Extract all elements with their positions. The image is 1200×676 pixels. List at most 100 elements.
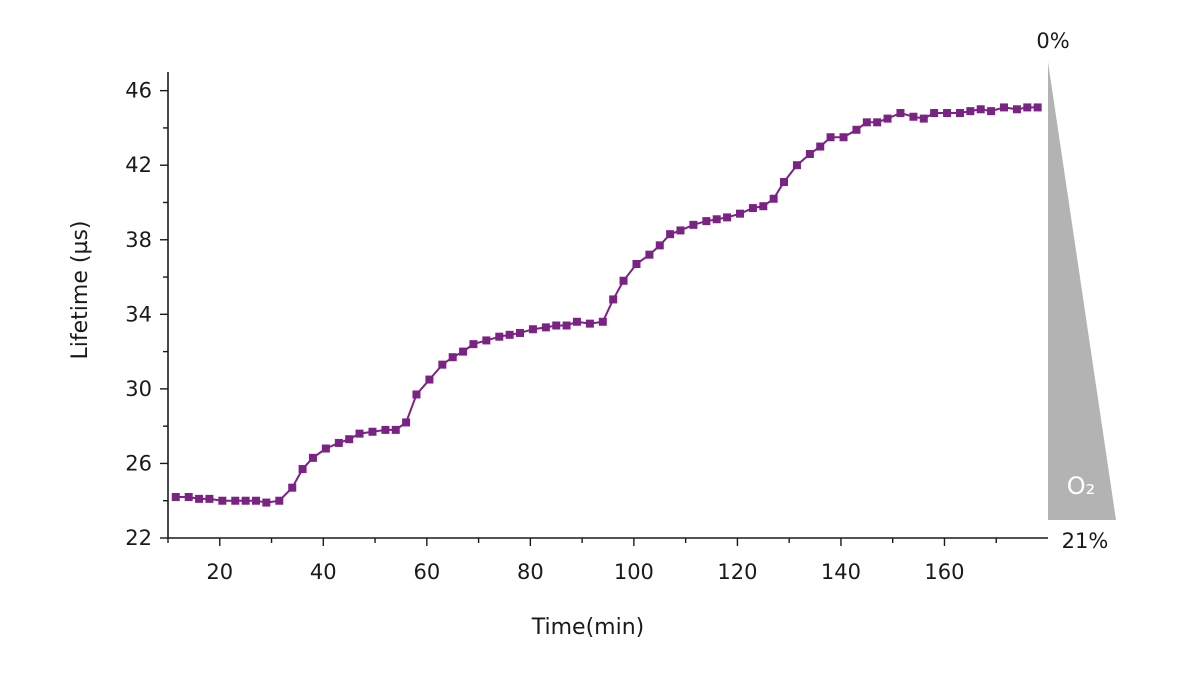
data-point <box>609 295 618 304</box>
data-point <box>334 438 343 447</box>
axes <box>167 72 1048 539</box>
data-point <box>231 496 240 505</box>
data-point <box>759 202 768 211</box>
data-point <box>195 494 204 503</box>
x-axis-title: Time(min) <box>531 615 645 640</box>
y-tick-label: 26 <box>125 451 152 475</box>
data-point <box>896 109 905 118</box>
y-tick-label: 42 <box>125 153 152 177</box>
data-point <box>792 161 801 170</box>
data-point <box>275 496 284 505</box>
data-point <box>619 276 628 285</box>
data-point <box>666 230 675 239</box>
series-line <box>175 106 1038 504</box>
data-point <box>425 375 434 384</box>
x-tick-label: 120 <box>717 560 757 584</box>
data-point <box>438 360 447 369</box>
data-point <box>205 494 214 503</box>
data-point <box>469 340 478 349</box>
o2-label: O₂ <box>1067 472 1096 500</box>
data-point <box>495 332 504 341</box>
x-tick-label: 160 <box>924 560 964 584</box>
data-point <box>482 336 491 345</box>
data-point <box>676 226 685 235</box>
data-point <box>402 418 411 427</box>
data-series <box>171 103 1042 507</box>
data-point <box>826 133 835 142</box>
data-point <box>919 114 928 123</box>
x-tick-label: 80 <box>517 560 544 584</box>
data-point <box>689 220 698 229</box>
o2-wedge <box>1048 62 1116 520</box>
data-point <box>987 107 996 116</box>
data-point <box>321 444 330 453</box>
data-point <box>288 483 297 492</box>
o2-bottom-label: 21% <box>1062 529 1109 553</box>
y-tick-label: 38 <box>125 228 152 252</box>
data-point <box>171 492 180 501</box>
data-point <box>655 241 664 250</box>
data-point <box>780 177 788 186</box>
data-point <box>1000 103 1008 112</box>
data-point <box>505 330 514 339</box>
data-point <box>262 498 271 507</box>
data-point <box>528 325 537 334</box>
data-point <box>1023 103 1032 112</box>
data-point <box>184 492 193 501</box>
data-point <box>966 107 975 116</box>
data-point <box>839 133 848 142</box>
y-tick-label: 34 <box>125 302 152 326</box>
data-point <box>585 319 594 328</box>
data-point <box>381 425 390 434</box>
data-point <box>930 109 939 118</box>
data-point <box>736 209 744 218</box>
data-point <box>516 328 524 337</box>
data-point <box>943 109 952 118</box>
data-point <box>572 317 581 326</box>
data-point <box>956 109 964 118</box>
data-point <box>909 112 918 121</box>
y-tick-label: 22 <box>125 526 152 550</box>
data-point <box>1012 105 1021 114</box>
data-point <box>345 435 354 444</box>
data-point <box>562 321 571 330</box>
x-tick-label: 20 <box>206 560 233 584</box>
x-tick-label: 40 <box>310 560 337 584</box>
x-tick-label: 60 <box>413 560 440 584</box>
data-point <box>748 204 757 213</box>
data-point <box>448 353 457 362</box>
y-axis-title: Lifetime (µs) <box>68 221 93 360</box>
data-point <box>252 496 260 505</box>
data-point <box>368 427 377 436</box>
data-point <box>218 496 227 505</box>
data-point <box>308 453 317 462</box>
o2-top-label: 0% <box>1036 29 1069 53</box>
data-point <box>805 150 814 159</box>
data-point <box>598 317 607 326</box>
data-point <box>541 323 550 332</box>
data-point <box>459 347 468 356</box>
y-tick-label: 30 <box>125 377 152 401</box>
data-point <box>883 114 892 123</box>
o2-gradient: 0% 21% O₂ <box>1036 29 1116 553</box>
data-point <box>391 425 400 434</box>
data-point <box>298 465 307 474</box>
ticks: 22 26 30 34 38 42 46 20 40 60 80 100 120 140 160 <box>125 79 997 584</box>
data-point <box>712 215 721 224</box>
data-point <box>241 496 250 505</box>
data-point <box>976 105 985 114</box>
data-point <box>1033 103 1042 112</box>
data-point <box>769 194 778 203</box>
data-point <box>862 118 871 127</box>
data-point <box>355 429 364 438</box>
data-point <box>873 118 882 127</box>
x-tick-label: 140 <box>821 560 861 584</box>
data-point <box>852 125 861 134</box>
data-point <box>702 217 711 226</box>
data-point <box>816 142 825 151</box>
data-point <box>645 250 654 259</box>
data-point <box>552 321 561 330</box>
x-tick-label: 100 <box>614 560 654 584</box>
y-tick-label: 46 <box>125 79 152 103</box>
